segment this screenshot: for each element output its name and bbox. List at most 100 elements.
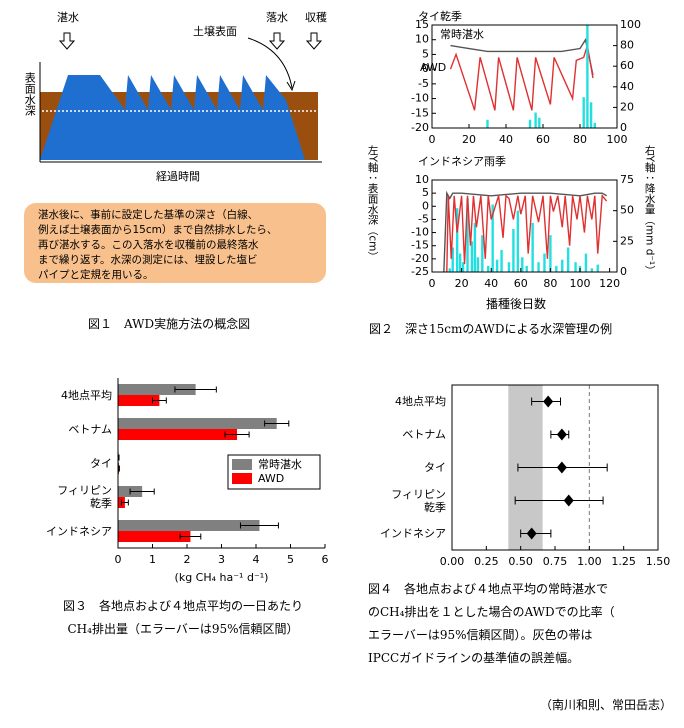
concept-diagram <box>24 32 326 283</box>
note: 湛水後に、事前に設定した基準の深さ（白線、 例えば土壌表面から15cm）まで自然… <box>38 209 278 281</box>
rain-bar <box>582 97 585 128</box>
error-bar <box>152 397 167 404</box>
error-bar <box>264 420 290 427</box>
rain-bar <box>528 119 532 128</box>
rain-bar <box>473 222 477 272</box>
error-bar <box>179 533 202 540</box>
label: 経過時間 <box>156 170 200 183</box>
error-bar <box>224 431 250 438</box>
marker <box>543 395 554 408</box>
error-bar <box>174 386 217 393</box>
rain-bar <box>476 257 480 272</box>
x-tick-label: 20 <box>455 277 469 290</box>
y-tick-label: 0 <box>422 199 429 212</box>
rain-bar <box>543 253 546 272</box>
y2-tick-label: 0 <box>620 265 627 278</box>
rain-bar <box>458 253 462 272</box>
series-label: 常時湛水 <box>440 28 484 41</box>
x-tick-label: 100 <box>607 133 628 146</box>
legend-label: AWD <box>258 472 284 485</box>
caption: 図１ AWD実施方法の概念図 <box>88 317 251 331</box>
label: 土壌表面 <box>193 25 237 38</box>
x-tick-label: 0 <box>429 277 436 290</box>
rain-bar <box>590 268 594 272</box>
x-tick-label: 0.75 <box>543 555 568 568</box>
y-tick-label: -25 <box>411 265 429 278</box>
rain-bar <box>448 268 451 272</box>
y2-tick-label: 80 <box>620 39 634 52</box>
rain-bar <box>537 262 540 272</box>
category-label: フィリピン 乾季 <box>391 487 446 514</box>
x-tick-label: 60 <box>536 133 550 146</box>
bar <box>118 395 160 406</box>
y-tick-label: 0 <box>422 62 429 75</box>
rain-bar <box>555 265 558 272</box>
rain-bar <box>534 112 537 128</box>
y-tick-label: -15 <box>411 106 429 119</box>
rain-bar <box>451 247 454 272</box>
y-tick-label: 5 <box>422 47 429 60</box>
rain-bar <box>516 210 520 272</box>
y2-tick-label: 0 <box>620 121 627 134</box>
credit: （南川和則、常田岳志） <box>539 698 672 712</box>
rain-bar <box>491 204 494 272</box>
legend-swatch <box>232 459 252 470</box>
rain-bar <box>455 208 459 272</box>
y2-tick-label: 25 <box>620 234 634 247</box>
category-label: タイ <box>424 461 446 474</box>
y-tick-label: -10 <box>411 226 429 239</box>
x-tick-label: 20 <box>462 133 476 146</box>
y-tick-label: -10 <box>411 92 429 105</box>
y2-tick-label: 20 <box>620 100 634 113</box>
arrow <box>305 32 323 50</box>
x-tick-label: 0 <box>429 133 436 146</box>
rain-bar <box>525 265 528 272</box>
rain-bar <box>561 259 564 272</box>
note-box <box>24 203 326 283</box>
arrow <box>268 32 286 50</box>
marker <box>556 461 567 474</box>
category-label: ベトナム <box>402 428 446 441</box>
label: 収穫 <box>305 11 327 24</box>
line <box>449 45 594 111</box>
marker <box>556 428 567 441</box>
rain-bar <box>584 253 588 272</box>
line <box>446 194 608 273</box>
rain-bar <box>596 264 599 272</box>
category-label: 4地点平均 <box>395 395 446 408</box>
rain-bar <box>507 262 511 272</box>
category-label: フィリピン 乾季 <box>57 484 112 511</box>
bar <box>118 429 238 440</box>
x-tick-label: 60 <box>514 277 528 290</box>
rain-bar <box>593 122 596 128</box>
x-tick-label: 6 <box>322 553 329 566</box>
bar <box>118 418 277 429</box>
rain-bar <box>486 119 489 128</box>
y2-tick-label: 75 <box>620 173 634 186</box>
category-label: インドネシア <box>46 524 112 538</box>
pointer-head <box>286 80 296 92</box>
y-tick-label: -5 <box>418 77 429 90</box>
label: 落水 <box>266 11 288 24</box>
x-tick-label: 80 <box>573 133 587 146</box>
chart-title: タイ乾季 <box>418 10 462 23</box>
marker <box>563 494 574 507</box>
error-bar <box>129 488 155 495</box>
x-tick-label: 80 <box>543 277 557 290</box>
category-label: 4地点平均 <box>61 388 112 402</box>
caption: 図３ 各地点および４地点平均の一日あたり CH₄排出量（エラーバーは95%信頼区… <box>62 599 303 636</box>
rain-bar <box>512 229 515 272</box>
x-tick-label: 1 <box>149 553 156 566</box>
error-bar <box>118 465 120 472</box>
rain-bar <box>500 249 503 272</box>
frame <box>431 179 618 273</box>
x-tick-label: 2 <box>184 553 191 566</box>
rain-bar <box>538 117 541 128</box>
bar <box>118 384 196 395</box>
y-axis-label: 左Y軸：表面水深（cm） <box>366 145 379 262</box>
y2-tick-label: 60 <box>620 59 634 72</box>
x-axis-label: 播種後日数 <box>486 297 547 311</box>
rain-bar <box>574 262 577 272</box>
